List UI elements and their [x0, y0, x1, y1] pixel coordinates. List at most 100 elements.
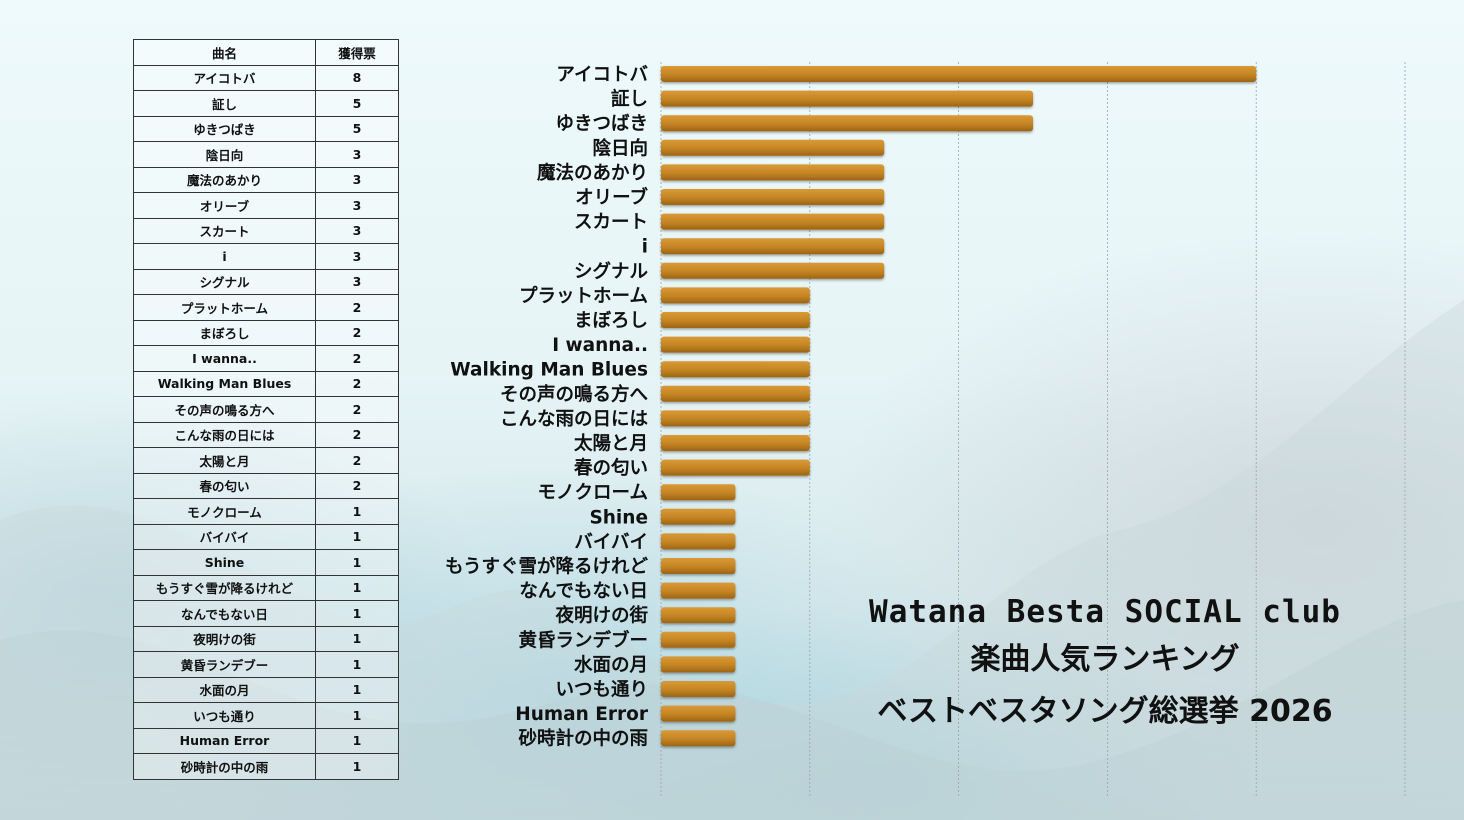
bar-label: 夜明けの街 [554, 605, 648, 627]
table-cell-song: Walking Man Blues [133, 370, 316, 397]
table-cell-song: シグナル [133, 268, 316, 295]
bars [661, 66, 1257, 747]
table-row: I wanna.. 2 [133, 345, 399, 372]
table-row: まぼろし 2 [133, 319, 399, 346]
bar [661, 189, 885, 205]
bar [661, 459, 810, 476]
bar-label: 春の匂い [574, 457, 648, 479]
bar-label: オリーブ [575, 187, 648, 209]
bar-label: I wanna.. [552, 335, 648, 356]
header-votes: 獲得票 [315, 39, 399, 66]
table-cell-song: オリーブ [133, 192, 316, 219]
table-cell-votes: 1 [315, 676, 399, 703]
table-cell-song: バイバイ [133, 523, 316, 550]
table-row: 春の匂い 2 [133, 472, 399, 499]
table-cell-song: 春の匂い [133, 472, 316, 499]
table-cell-votes: 2 [315, 345, 399, 372]
table-cell-song: 夜明けの街 [133, 625, 316, 652]
table-row: こんな雨の日には 2 [133, 421, 399, 448]
bar [661, 730, 736, 747]
table-cell-votes: 2 [315, 319, 399, 346]
table-row: 砂時計の中の雨 1 [133, 753, 399, 780]
bar-label: 魔法のあかり [537, 162, 648, 184]
bar [661, 66, 1257, 82]
table-cell-votes: 2 [315, 370, 399, 397]
bar-label: その声の鳴る方へ [500, 383, 649, 405]
table-cell-song: 砂時計の中の雨 [133, 753, 316, 780]
bar [661, 656, 736, 673]
bar-label: こんな雨の日には [500, 409, 648, 430]
table-cell-votes: 3 [315, 243, 399, 270]
table-row: Walking Man Blues 2 [133, 370, 399, 397]
bar [661, 435, 810, 451]
bar-label: いつも通り [555, 680, 648, 701]
bar [661, 681, 736, 697]
table-cell-votes: 3 [315, 141, 399, 168]
table-cell-votes: 5 [315, 90, 399, 117]
table-cell-votes: 2 [315, 294, 399, 321]
table-cell-song: 黄昏ランデブー [133, 651, 316, 678]
bar-label: 砂時計の中の雨 [518, 728, 648, 750]
bar [661, 582, 736, 599]
bar-label: Shine [589, 507, 648, 528]
bar-label: Walking Man Blues [450, 360, 648, 381]
bar-label: 黄昏ランデブー [518, 629, 648, 651]
table-cell-song: Human Error [133, 727, 316, 754]
table-cell-votes: 1 [315, 753, 399, 780]
table-cell-song: I wanna.. [133, 345, 316, 372]
bar-label: ゆきつばき [555, 114, 648, 135]
table-cell-votes: 1 [315, 498, 399, 525]
bar [661, 410, 810, 427]
bar [661, 262, 885, 279]
bar-label: スカート [574, 212, 648, 233]
table-body: アイコトバ 8 証し 5 ゆきつばき 5 陰日向 3 魔法のあかり 3 オリーブ 3 スカート 3 i 3 シグ… [133, 64, 399, 780]
table-cell-votes: 2 [315, 472, 399, 499]
bar [661, 558, 736, 574]
title-block: Watana Besta SOCIAL club 楽曲人気ランキング ベストベス… [840, 590, 1370, 738]
bar [661, 139, 885, 156]
bar [661, 287, 810, 304]
bar [661, 238, 885, 255]
table-cell-votes: 2 [315, 421, 399, 448]
bar-label: i [642, 237, 648, 258]
table-row: 夜明けの街 1 [133, 625, 399, 652]
bar [661, 508, 736, 525]
table-cell-song: いつも通り [133, 702, 316, 729]
grid-lines [660, 62, 1406, 798]
bar-label: 太陽と月 [573, 433, 648, 455]
table-cell-song: Shine [133, 549, 316, 576]
bar-label: Human Error [515, 704, 649, 725]
bar [661, 533, 736, 550]
bar-label: シグナル [574, 260, 649, 282]
bar [661, 90, 1033, 107]
bar-label: 陰日向 [592, 137, 648, 159]
election-title: ベストベスタソング総選挙 2026 [877, 694, 1333, 729]
bar-label: なんでもない日 [519, 581, 648, 602]
table-cell-votes: 1 [315, 549, 399, 576]
table-row: バイバイ 1 [133, 523, 399, 550]
table-cell-song: まぼろし [133, 319, 316, 346]
bar-label: アイコトバ [556, 65, 648, 86]
table-row: 証し 5 [133, 90, 399, 117]
table-row: Shine 1 [133, 549, 399, 576]
bar [661, 484, 736, 501]
bar-label: もうすぐ雪が降るけれど [445, 556, 648, 578]
table-cell-votes: 1 [315, 574, 399, 601]
bar-label: プラットホーム [519, 285, 648, 307]
bar-label: まぼろし [574, 311, 648, 332]
ranking-title: 楽曲人気ランキング [970, 642, 1240, 677]
table-cell-song: もうすぐ雪が降るけれど [133, 574, 316, 601]
bar-label: バイバイ [574, 532, 648, 553]
bar-label: モノクローム [538, 483, 648, 504]
bar [661, 607, 736, 624]
table-cell-song: スカート [133, 217, 316, 244]
club-name: Watana Besta SOCIAL club [869, 594, 1341, 630]
table-row: シグナル 3 [133, 268, 399, 295]
table-cell-song: その声の鳴る方へ [133, 396, 316, 423]
table-cell-votes: 8 [315, 64, 399, 91]
table-cell-song: なんでもない日 [133, 600, 316, 627]
table-cell-song: 証し [133, 90, 316, 117]
